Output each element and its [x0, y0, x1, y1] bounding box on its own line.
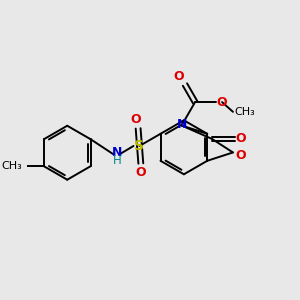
Text: O: O [235, 149, 246, 162]
Text: O: O [173, 70, 184, 83]
Text: CH₃: CH₃ [1, 161, 22, 171]
Text: S: S [134, 139, 145, 153]
Text: N: N [112, 146, 122, 159]
Text: O: O [136, 166, 146, 179]
Text: O: O [130, 113, 141, 126]
Text: CH₃: CH₃ [234, 107, 255, 117]
Text: O: O [236, 133, 246, 146]
Text: O: O [217, 96, 227, 109]
Text: N: N [176, 118, 187, 130]
Text: H: H [113, 154, 122, 166]
